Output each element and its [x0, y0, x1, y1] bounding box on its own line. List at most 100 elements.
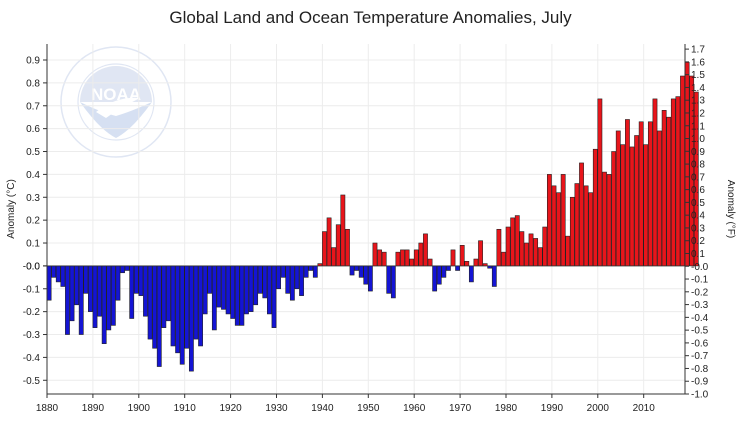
bar-1946: [349, 265, 355, 276]
svg-text:NOAA: NOAA: [91, 85, 141, 104]
bar-2006: [625, 119, 630, 267]
bar-1881: [51, 265, 57, 278]
x-tick-label: 1980: [495, 403, 518, 414]
bar-1932: [285, 265, 291, 294]
bar-1958: [404, 249, 410, 267]
bar-1927: [262, 265, 268, 299]
bar-1977: [491, 265, 497, 287]
bar-2000: [597, 98, 603, 267]
bar-1954: [386, 265, 392, 294]
bar-1885: [69, 265, 75, 322]
x-tick-label: 1890: [82, 403, 105, 414]
bar-1980: [505, 226, 511, 267]
bar-1894: [110, 265, 116, 326]
bar-1908: [175, 265, 181, 354]
bar-1910: [184, 265, 190, 349]
bar-1945: [345, 228, 350, 267]
y-tick-label-right: 1.2: [691, 108, 705, 119]
y-tick-label-right: -0.2: [691, 287, 709, 298]
bar-1920: [230, 265, 236, 319]
bar-1942: [331, 247, 337, 267]
bar-1913: [198, 265, 203, 347]
bar-1982: [514, 215, 520, 267]
y-tick-label-right: 0.1: [691, 249, 705, 260]
y-tick-label-left: 0.8: [26, 78, 40, 89]
y-tick-label-right: 1.4: [691, 83, 705, 94]
y-tick-label-left: 0.7: [26, 101, 40, 112]
x-tick-label: 2000: [587, 403, 610, 414]
y-tick-label-left: -0.0: [23, 261, 41, 272]
bar-2013: [657, 130, 662, 267]
y-tick-label-right: -0.9: [691, 377, 709, 388]
bar-2001: [602, 171, 607, 267]
bar-1933: [289, 265, 295, 301]
bar-1903: [152, 265, 158, 349]
bar-1962: [423, 233, 428, 267]
y-tick-label-right: -0.5: [691, 326, 709, 337]
x-tick-label: 1920: [219, 403, 242, 414]
y-tick-label-left: 0.2: [26, 216, 40, 227]
bar-1922: [239, 265, 245, 326]
y-tick-label-left: -0.3: [23, 330, 41, 341]
bar-2020: [689, 75, 695, 267]
bar-1890: [92, 265, 98, 328]
y-tick-label-right: 0.2: [691, 236, 705, 247]
bar-1931: [280, 265, 286, 278]
bar-1967: [446, 265, 451, 271]
y-tick-label-right: -0.8: [691, 364, 709, 375]
bar-1991: [556, 192, 561, 267]
y-tick-label-right: 0.3: [691, 223, 705, 234]
bar-1950: [367, 265, 373, 292]
bar-1925: [253, 265, 259, 306]
bar-1979: [501, 251, 506, 267]
bar-1912: [193, 265, 199, 340]
bar-2014: [661, 110, 667, 267]
y-tick-label-right: -0.1: [691, 275, 709, 286]
y-tick-label-right: 0.9: [691, 147, 705, 158]
y-tick-label-left: 0.6: [26, 124, 40, 135]
bar-1909: [179, 265, 185, 365]
bar-2016: [670, 98, 676, 267]
bar-2003: [611, 151, 617, 267]
y-tick-label-left: 0.1: [26, 239, 40, 250]
bar-1898: [129, 265, 135, 319]
bar-1882: [55, 265, 61, 283]
bar-1892: [101, 265, 107, 344]
noaa-watermark-logo: NOAA: [60, 46, 172, 158]
y-tick-label-right: -0.3: [691, 300, 709, 311]
y-tick-label-right: -0.7: [691, 351, 709, 362]
bar-1907: [170, 265, 176, 347]
y-tick-label-right: 1.1: [691, 121, 705, 132]
x-tick-label: 1950: [357, 403, 380, 414]
bar-1953: [381, 251, 387, 267]
bar-1951: [372, 242, 378, 267]
bar-1959: [409, 258, 415, 267]
bar-1944: [340, 194, 346, 267]
bar-1947: [354, 265, 360, 271]
bar-1952: [377, 249, 382, 267]
bar-1948: [358, 265, 364, 278]
y-tick-label-left: -0.1: [23, 284, 41, 295]
bar-1955: [390, 265, 396, 299]
bar-1965: [436, 265, 442, 285]
bar-1902: [147, 265, 153, 340]
bar-1949: [363, 265, 369, 285]
y-tick-label-left: -0.5: [23, 376, 41, 387]
y-tick-label-left: 0.5: [26, 147, 40, 158]
y-tick-label-right: 1.7: [691, 45, 705, 56]
bar-1921: [234, 265, 240, 326]
bar-1911: [188, 265, 194, 372]
bar-1926: [257, 265, 263, 294]
bar-1887: [78, 265, 84, 335]
y-tick-label-right: -0.4: [691, 313, 709, 324]
bar-1960: [413, 249, 419, 267]
bar-1999: [592, 148, 598, 267]
bar-1934: [294, 265, 300, 290]
bar-1883: [60, 265, 66, 287]
bar-1904: [156, 265, 162, 367]
bar-1993: [565, 235, 571, 267]
bar-1896: [120, 265, 125, 274]
y-tick-label-right: -0.0: [691, 262, 709, 273]
y-axis-label-right: Anomaly (°F): [725, 180, 736, 238]
